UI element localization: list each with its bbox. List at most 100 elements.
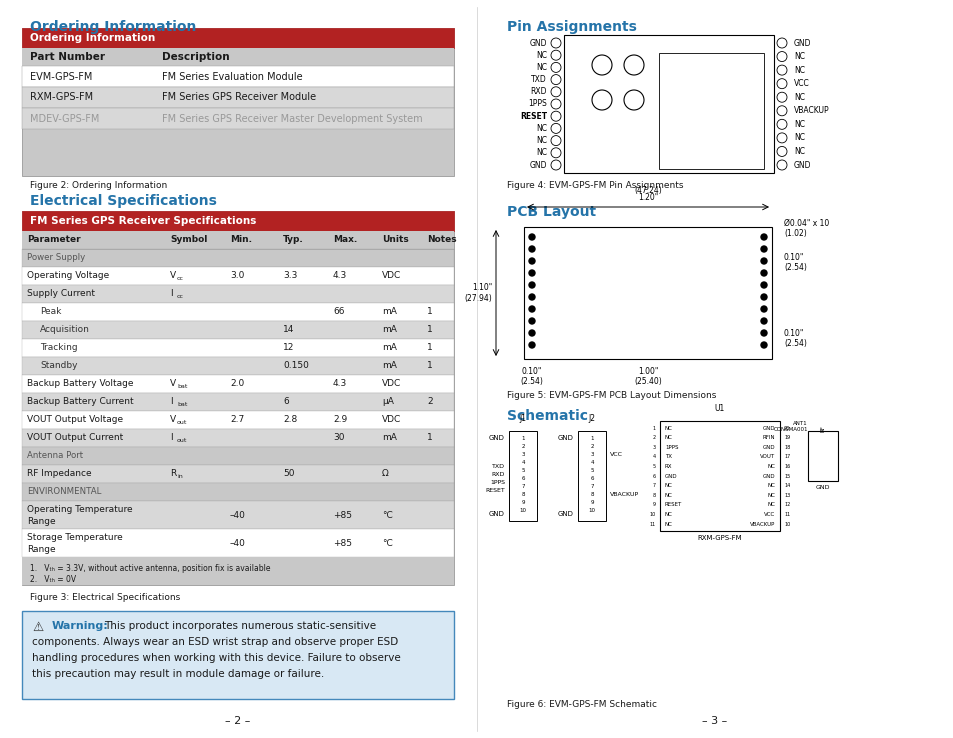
Text: bat: bat: [177, 384, 187, 388]
Text: GND: GND: [761, 445, 774, 449]
Text: NC: NC: [766, 503, 774, 507]
Text: 5: 5: [520, 467, 524, 472]
Text: 2: 2: [590, 444, 593, 449]
Text: FM Series GPS Receiver Module: FM Series GPS Receiver Module: [162, 92, 315, 103]
Text: 5: 5: [590, 467, 593, 472]
Text: NC: NC: [664, 493, 672, 497]
Text: 13: 13: [783, 493, 789, 497]
Text: MDEV-GPS-FM: MDEV-GPS-FM: [30, 114, 99, 123]
Bar: [22, 66, 454, 87]
Text: 1.   Vₜₕ = 3.3V, without active antenna, position fix is available: 1. Vₜₕ = 3.3V, without active antenna, p…: [30, 564, 271, 573]
Bar: [22, 303, 454, 321]
Text: 1: 1: [652, 426, 656, 430]
Text: NC: NC: [793, 134, 804, 142]
Text: Acquisition: Acquisition: [40, 325, 90, 334]
Text: RFIN: RFIN: [761, 435, 774, 440]
Text: 2.7: 2.7: [230, 415, 244, 424]
Text: 12: 12: [283, 343, 294, 353]
Text: 16: 16: [783, 464, 789, 469]
Text: Symbol: Symbol: [170, 235, 207, 244]
Text: 2: 2: [427, 398, 432, 407]
Text: – 3 –: – 3 –: [701, 716, 727, 726]
Text: RESET: RESET: [519, 111, 546, 121]
Text: Parameter: Parameter: [27, 235, 81, 244]
Text: VCC: VCC: [793, 79, 809, 88]
Text: VDC: VDC: [381, 415, 401, 424]
Bar: [22, 411, 454, 429]
Circle shape: [760, 318, 766, 324]
Text: 1PPS: 1PPS: [528, 100, 546, 108]
Text: mA: mA: [381, 308, 396, 317]
Text: Pin Assignments: Pin Assignments: [506, 20, 637, 34]
Bar: [22, 375, 454, 393]
Text: 3.3: 3.3: [283, 272, 297, 280]
Text: 1: 1: [427, 308, 433, 317]
Text: 30: 30: [333, 433, 344, 443]
Text: Part Number: Part Number: [30, 52, 105, 62]
Text: VCC: VCC: [763, 512, 774, 517]
Text: Antenna Port: Antenna Port: [27, 452, 83, 461]
Text: 0.150: 0.150: [283, 362, 309, 370]
Text: NC: NC: [536, 148, 546, 157]
Text: mA: mA: [381, 343, 396, 353]
Circle shape: [760, 342, 766, 348]
Text: 6: 6: [590, 475, 593, 480]
Text: 11: 11: [649, 522, 656, 526]
Text: 15: 15: [783, 474, 789, 478]
Circle shape: [529, 306, 535, 312]
Text: GND: GND: [489, 435, 504, 441]
Circle shape: [529, 258, 535, 264]
Text: Operating Temperature: Operating Temperature: [27, 505, 132, 514]
Text: GND: GND: [558, 435, 574, 441]
Text: 10: 10: [783, 522, 789, 526]
Circle shape: [760, 294, 766, 300]
Text: NC: NC: [536, 63, 546, 72]
Bar: [659, 53, 763, 169]
Text: Ω: Ω: [381, 469, 388, 478]
Text: bat: bat: [177, 401, 187, 407]
Circle shape: [760, 330, 766, 336]
Text: 2: 2: [520, 444, 524, 449]
Text: U1: U1: [714, 404, 724, 413]
Text: NC: NC: [536, 136, 546, 145]
Text: handling procedures when working with this device. Failure to observe: handling procedures when working with th…: [32, 653, 400, 663]
Text: RXD: RXD: [491, 472, 504, 477]
Text: (47.24): (47.24): [634, 186, 661, 195]
Text: 2.8: 2.8: [283, 415, 297, 424]
Text: out: out: [177, 438, 187, 443]
Text: 3: 3: [590, 452, 593, 457]
Text: RXM-GPS-FM: RXM-GPS-FM: [697, 535, 741, 541]
Text: 1: 1: [427, 433, 433, 443]
Text: GND: GND: [793, 160, 811, 170]
Bar: [22, 285, 454, 303]
Text: FM Series GPS Receiver Specifications: FM Series GPS Receiver Specifications: [30, 216, 256, 226]
Text: Figure 5: EVM-GPS-FM PCB Layout Dimensions: Figure 5: EVM-GPS-FM PCB Layout Dimensio…: [506, 391, 716, 400]
Text: 2.   Vₜₕ = 0V: 2. Vₜₕ = 0V: [30, 575, 76, 584]
Text: 6: 6: [652, 474, 656, 478]
Text: 4: 4: [652, 455, 656, 459]
Bar: [22, 611, 454, 699]
Text: RESET: RESET: [485, 488, 504, 492]
Text: 19: 19: [783, 435, 789, 440]
Text: 2.9: 2.9: [333, 415, 347, 424]
Text: FM Series GPS Receiver Master Development System: FM Series GPS Receiver Master Developmen…: [162, 114, 422, 123]
Text: 1PPS: 1PPS: [664, 445, 678, 449]
Text: mA: mA: [381, 433, 396, 443]
Bar: [22, 447, 454, 465]
Text: cc: cc: [177, 294, 184, 298]
Bar: [22, 321, 454, 339]
Text: °C: °C: [381, 511, 393, 520]
Bar: [22, 465, 454, 483]
Text: This product incorporates numerous static-sensitive: This product incorporates numerous stati…: [104, 621, 375, 631]
Circle shape: [529, 330, 535, 336]
Text: –40: –40: [230, 539, 246, 548]
Text: GND: GND: [761, 474, 774, 478]
Text: FM Series Evaluation Module: FM Series Evaluation Module: [162, 72, 302, 81]
Text: Power Supply: Power Supply: [27, 253, 85, 263]
Text: 6: 6: [283, 398, 289, 407]
Text: 1PPS: 1PPS: [490, 480, 504, 485]
Text: VDC: VDC: [381, 272, 401, 280]
Circle shape: [529, 342, 535, 348]
Text: 7: 7: [590, 483, 593, 489]
Text: Ordering Information: Ordering Information: [30, 33, 155, 43]
